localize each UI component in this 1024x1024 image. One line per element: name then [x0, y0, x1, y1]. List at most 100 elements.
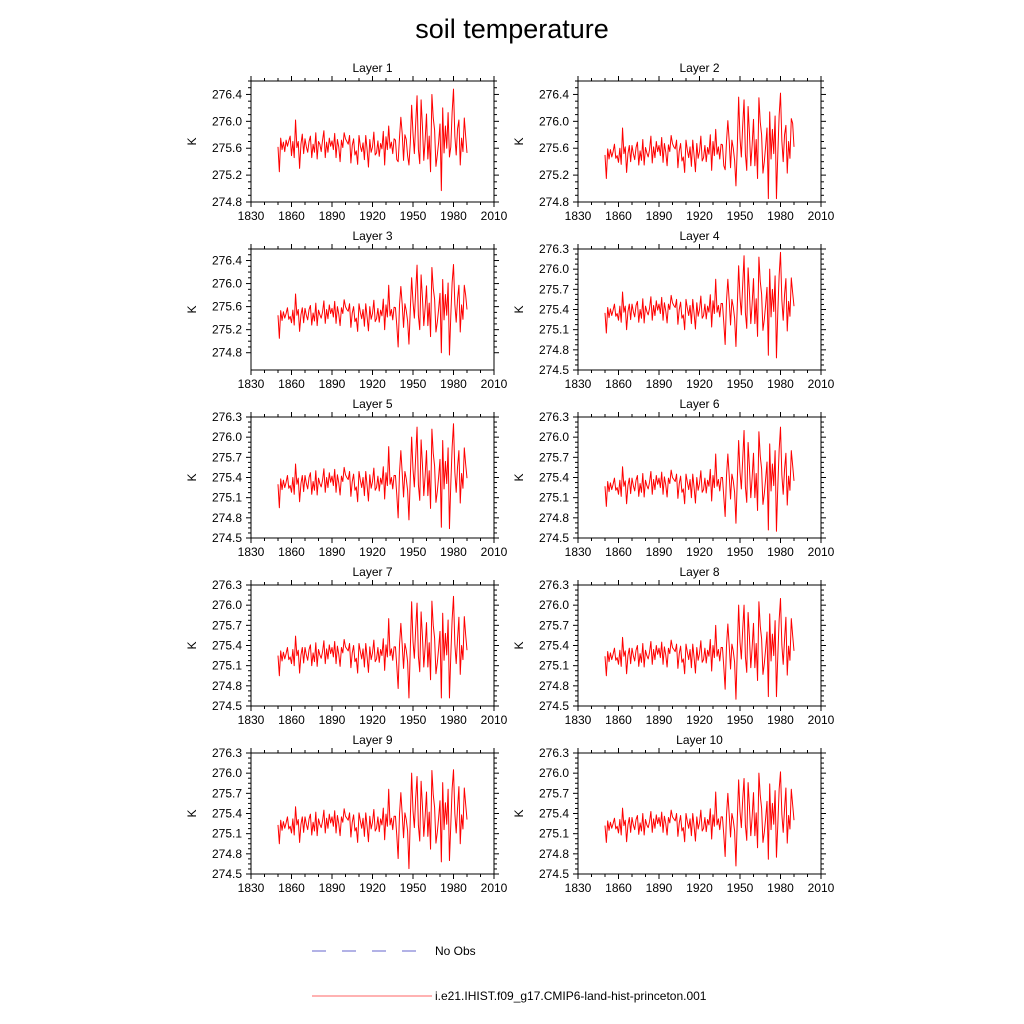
- x-tick-label: 1890: [319, 881, 346, 895]
- x-tick-label: 2010: [481, 881, 508, 895]
- layer-panel: Layer 6 1830 1860 1890 1920 1950 1980 2010 274.5…: [512, 397, 835, 559]
- y-tick-label: 274.8: [539, 195, 569, 209]
- x-tick-label: 1950: [400, 377, 427, 391]
- x-tick-label: 1980: [767, 545, 794, 559]
- x-tick-label: 1890: [646, 209, 673, 223]
- y-tick-label: 274.8: [539, 679, 569, 693]
- y-tick-label: 276.0: [212, 277, 242, 291]
- x-tick-label: 1890: [319, 377, 346, 391]
- layer-panel: Layer 5 1830 1860 1890 1920 1950 1980 2010 274.5…: [185, 397, 508, 559]
- y-tick-label: 274.8: [212, 195, 242, 209]
- y-tick-label: 276.3: [539, 578, 569, 592]
- x-tick-label: 1980: [440, 545, 467, 559]
- panel-title: Layer 5: [352, 397, 392, 411]
- x-tick-label: 1830: [565, 545, 592, 559]
- x-tick-label: 1890: [646, 713, 673, 727]
- y-tick-label: 276.0: [539, 430, 569, 444]
- x-tick-label: 1860: [278, 209, 305, 223]
- y-tick-label: 276.0: [539, 262, 569, 276]
- x-tick-label: 1980: [767, 713, 794, 727]
- x-tick-label: 2010: [808, 545, 835, 559]
- x-tick-label: 1860: [278, 713, 305, 727]
- y-tick-label: 274.5: [539, 699, 569, 713]
- y-tick-label: 274.8: [212, 847, 242, 861]
- y-tick-label: 274.5: [539, 531, 569, 545]
- x-tick-label: 1950: [727, 713, 754, 727]
- x-tick-label: 1920: [359, 545, 386, 559]
- x-tick-label: 1830: [238, 881, 265, 895]
- y-tick-label: 275.7: [212, 618, 242, 632]
- y-tick-label: 275.7: [539, 786, 569, 800]
- series-line: [604, 92, 795, 200]
- series-line: [604, 597, 795, 700]
- x-tick-label: 1890: [319, 209, 346, 223]
- y-tick-label: 274.8: [212, 511, 242, 525]
- panel-title: Layer 1: [352, 61, 392, 75]
- y-tick-label: 275.4: [212, 639, 242, 653]
- x-tick-label: 1920: [686, 713, 713, 727]
- series-line: [604, 251, 795, 359]
- x-tick-label: 1950: [400, 209, 427, 223]
- y-tick-label: 275.1: [212, 659, 242, 673]
- x-tick-label: 1830: [565, 881, 592, 895]
- y-tick-label: 275.6: [212, 300, 242, 314]
- x-tick-label: 1920: [359, 377, 386, 391]
- x-tick-label: 1830: [238, 545, 265, 559]
- x-tick-label: 1980: [440, 377, 467, 391]
- y-tick-label: 276.0: [212, 766, 242, 780]
- legend-no-obs-label: No Obs: [435, 944, 476, 958]
- x-tick-label: 1890: [646, 545, 673, 559]
- x-tick-label: 1920: [359, 209, 386, 223]
- legend-series-label: i.e21.IHIST.f09_g17.CMIP6-land-hist-prin…: [435, 989, 707, 1003]
- x-tick-label: 1950: [727, 545, 754, 559]
- layer-panel: Layer 1 1830 1860 1890 1920 1950 1980 2010 274.8…: [185, 61, 508, 223]
- panel-title: Layer 10: [676, 733, 723, 747]
- x-tick-label: 1860: [605, 209, 632, 223]
- y-tick-label: 275.4: [539, 639, 569, 653]
- x-tick-label: 1830: [565, 713, 592, 727]
- x-tick-label: 1860: [278, 545, 305, 559]
- y-axis-label: K: [185, 641, 199, 649]
- y-tick-label: 275.6: [212, 141, 242, 155]
- x-tick-label: 1980: [440, 881, 467, 895]
- series-line: [277, 769, 468, 870]
- y-tick-label: 276.3: [212, 578, 242, 592]
- y-tick-label: 275.7: [539, 450, 569, 464]
- x-tick-label: 1980: [767, 881, 794, 895]
- x-tick-label: 1980: [440, 713, 467, 727]
- layer-panel: Layer 7 1830 1860 1890 1920 1950 1980 2010 274.5…: [185, 565, 508, 727]
- y-tick-label: 276.0: [539, 114, 569, 128]
- page-title: soil temperature: [415, 14, 609, 44]
- x-tick-label: 1830: [565, 209, 592, 223]
- y-tick-label: 275.7: [539, 282, 569, 296]
- panel-title: Layer 8: [679, 565, 719, 579]
- x-tick-label: 1950: [400, 545, 427, 559]
- y-tick-label: 276.3: [212, 410, 242, 424]
- y-axis-label: K: [512, 641, 526, 649]
- y-tick-label: 274.5: [539, 363, 569, 377]
- x-tick-label: 2010: [808, 209, 835, 223]
- y-tick-label: 275.4: [212, 807, 242, 821]
- layer-panel: Layer 4 1830 1860 1890 1920 1950 1980 2010 274.5…: [512, 229, 835, 391]
- x-tick-label: 1890: [646, 881, 673, 895]
- x-tick-label: 1890: [646, 377, 673, 391]
- layer-panel: Layer 8 1830 1860 1890 1920 1950 1980 2010 274.5…: [512, 565, 835, 727]
- x-tick-label: 1980: [767, 377, 794, 391]
- y-tick-label: 276.0: [212, 598, 242, 612]
- panel-title: Layer 4: [679, 229, 719, 243]
- x-tick-label: 1950: [400, 881, 427, 895]
- x-tick-label: 1920: [686, 881, 713, 895]
- y-tick-label: 275.1: [539, 659, 569, 673]
- series-line: [277, 264, 468, 356]
- y-tick-label: 274.5: [539, 867, 569, 881]
- y-tick-label: 274.5: [212, 699, 242, 713]
- x-tick-label: 1830: [238, 209, 265, 223]
- y-tick-label: 275.1: [212, 827, 242, 841]
- x-tick-label: 1920: [359, 713, 386, 727]
- y-axis-label: K: [185, 305, 199, 313]
- y-tick-label: 274.8: [539, 847, 569, 861]
- panel-title: Layer 7: [352, 565, 392, 579]
- layer-panel: Layer 2 1830 1860 1890 1920 1950 1980 2010 274.8…: [512, 61, 835, 223]
- panel-title: Layer 6: [679, 397, 719, 411]
- x-tick-label: 1860: [278, 881, 305, 895]
